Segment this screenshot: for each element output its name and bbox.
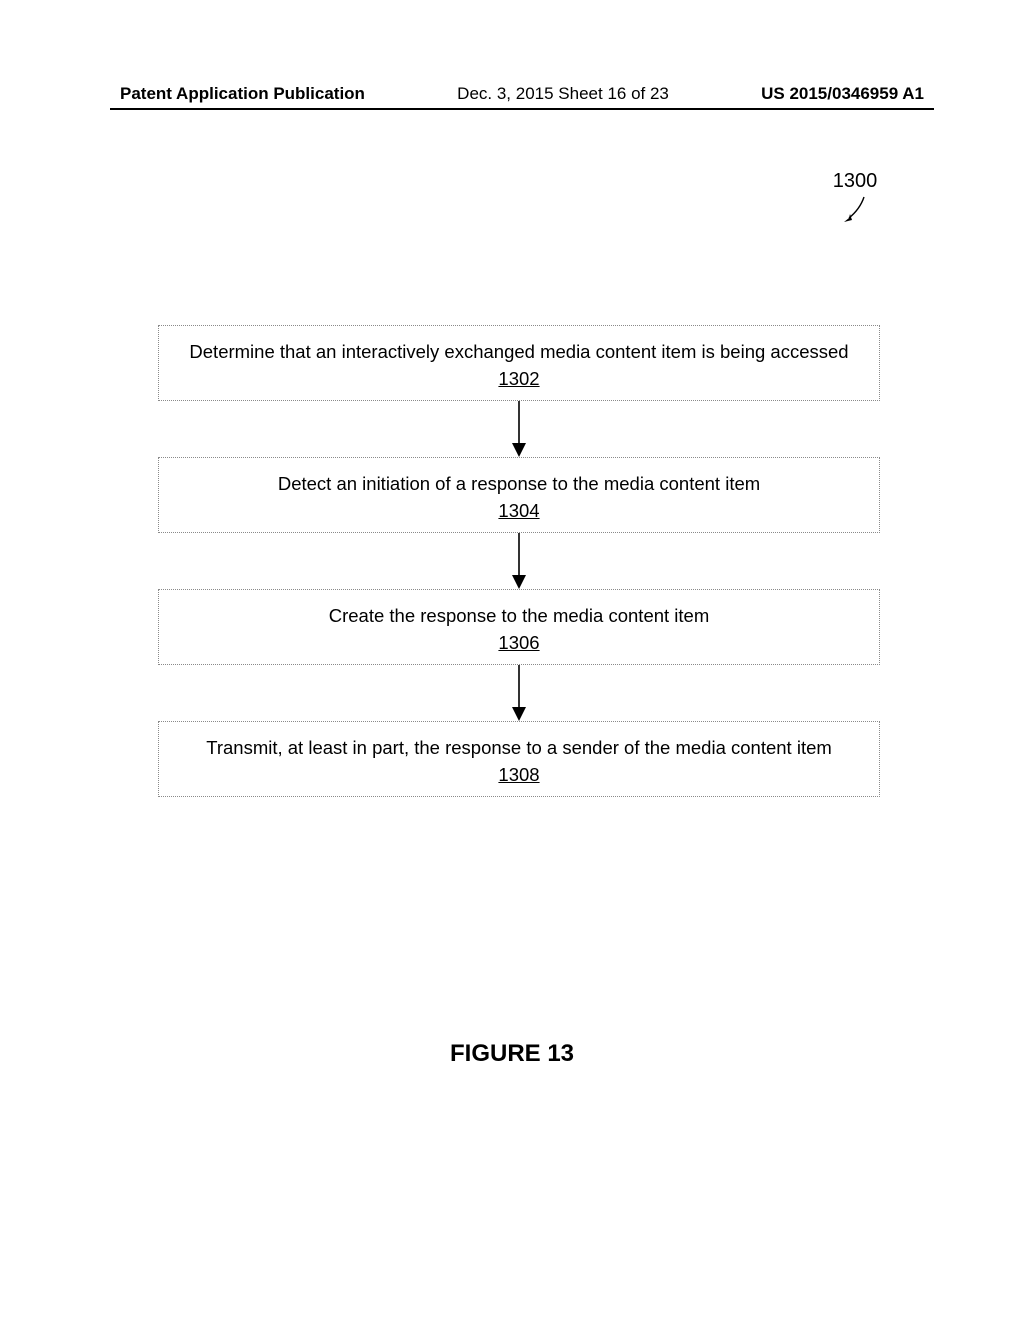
flow-step: Detect an initiation of a response to th… <box>158 457 880 533</box>
reference-arrow-icon <box>838 195 872 225</box>
arrow-down-icon <box>504 533 534 589</box>
flow-step-number: 1304 <box>169 500 869 522</box>
flow-step-number: 1302 <box>169 368 869 390</box>
flow-step-text: Detect an initiation of a response to th… <box>169 472 869 496</box>
flow-step: Transmit, at least in part, the response… <box>158 721 880 797</box>
flow-arrow <box>158 665 880 721</box>
arrow-down-icon <box>504 665 534 721</box>
header-center: Dec. 3, 2015 Sheet 16 of 23 <box>457 84 669 104</box>
flow-step-text: Determine that an interactively exchange… <box>169 340 869 364</box>
flow-step-text: Transmit, at least in part, the response… <box>169 736 869 760</box>
flow-arrow <box>158 533 880 589</box>
flow-step-number: 1306 <box>169 632 869 654</box>
page-header: Patent Application Publication Dec. 3, 2… <box>120 84 924 104</box>
reference-label: 1300 <box>820 170 890 225</box>
flow-step: Determine that an interactively exchange… <box>158 325 880 401</box>
flow-step-text: Create the response to the media content… <box>169 604 869 628</box>
flow-step: Create the response to the media content… <box>158 589 880 665</box>
header-left: Patent Application Publication <box>120 84 365 104</box>
arrow-down-icon <box>504 401 534 457</box>
flow-step-number: 1308 <box>169 764 869 786</box>
header-rule <box>110 108 934 110</box>
flowchart: Determine that an interactively exchange… <box>158 325 880 797</box>
reference-number: 1300 <box>820 170 890 193</box>
flow-arrow <box>158 401 880 457</box>
header-right: US 2015/0346959 A1 <box>761 84 924 104</box>
figure-label: FIGURE 13 <box>0 1040 1024 1068</box>
